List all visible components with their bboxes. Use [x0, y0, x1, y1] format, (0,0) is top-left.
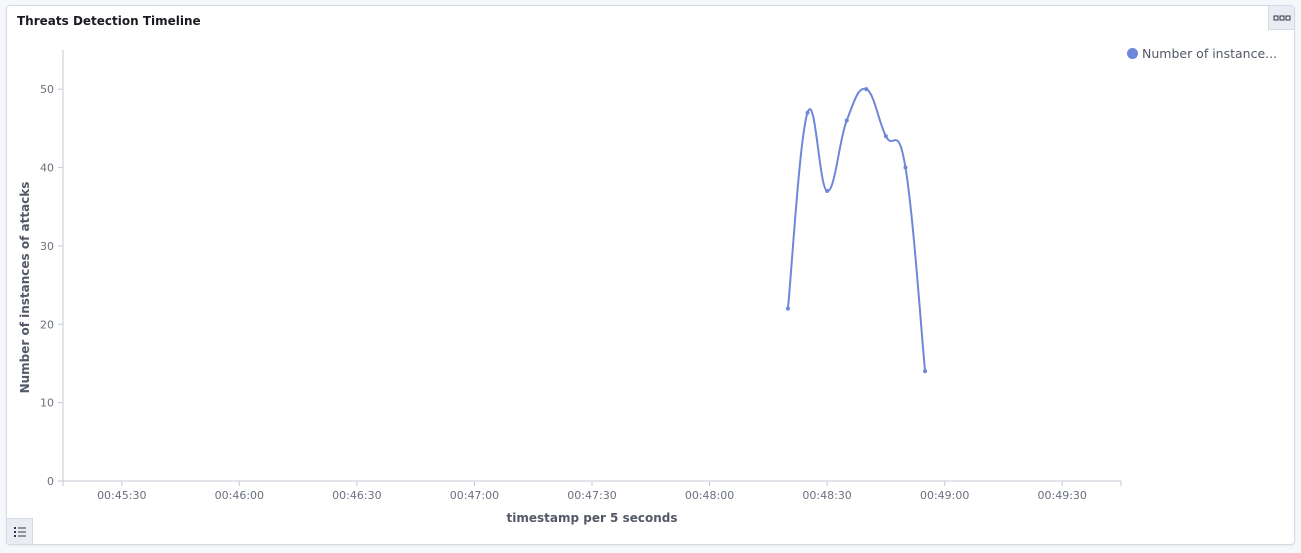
y-tick-label: 30 — [40, 240, 54, 253]
chart-series — [785, 87, 928, 374]
x-tick-label: 00:46:00 — [215, 489, 264, 502]
x-tick-label: 00:48:30 — [802, 489, 851, 502]
data-point[interactable] — [864, 87, 869, 92]
legend-color-dot — [1127, 48, 1138, 59]
legend-toggle-button[interactable] — [7, 518, 33, 544]
x-tick-label: 00:45:30 — [97, 489, 146, 502]
x-axis-title: timestamp per 5 seconds — [506, 511, 677, 525]
x-tick-label: 00:47:00 — [450, 489, 499, 502]
data-point[interactable] — [903, 165, 908, 170]
data-point[interactable] — [883, 134, 888, 139]
y-tick-label: 50 — [40, 83, 54, 96]
list-icon — [14, 527, 26, 537]
chart-axes: 0 10 20 30 40 50 00:45:30 00:46:00 00:46:30 00:47… — [40, 50, 1122, 502]
y-tick-label: 0 — [47, 475, 54, 488]
data-point[interactable] — [785, 306, 790, 311]
options-dots-icon — [1273, 15, 1291, 21]
x-tick-label: 00:49:00 — [920, 489, 969, 502]
data-point[interactable] — [825, 189, 830, 194]
y-axis-title: Number of instances of attacks — [18, 182, 32, 394]
x-tick-label: 00:46:30 — [332, 489, 381, 502]
data-point[interactable] — [805, 110, 810, 115]
data-point[interactable] — [844, 118, 849, 123]
series-line — [786, 87, 927, 372]
data-point[interactable] — [923, 369, 928, 374]
y-tick-label: 20 — [40, 318, 54, 331]
legend-item[interactable]: Number of instance... — [1127, 46, 1277, 61]
y-tick-label: 40 — [40, 162, 54, 175]
panel-title: Threats Detection Timeline — [17, 14, 201, 28]
legend-label: Number of instance... — [1142, 46, 1278, 61]
x-tick-label: 00:49:30 — [1038, 489, 1087, 502]
x-tick-label: 00:48:00 — [685, 489, 734, 502]
x-tick-label: 00:47:30 — [567, 489, 616, 502]
panel-options-button[interactable] — [1268, 6, 1294, 30]
y-tick-label: 10 — [40, 397, 54, 410]
visualization-panel: Threats Detection Timeline Number of ins… — [6, 5, 1295, 545]
